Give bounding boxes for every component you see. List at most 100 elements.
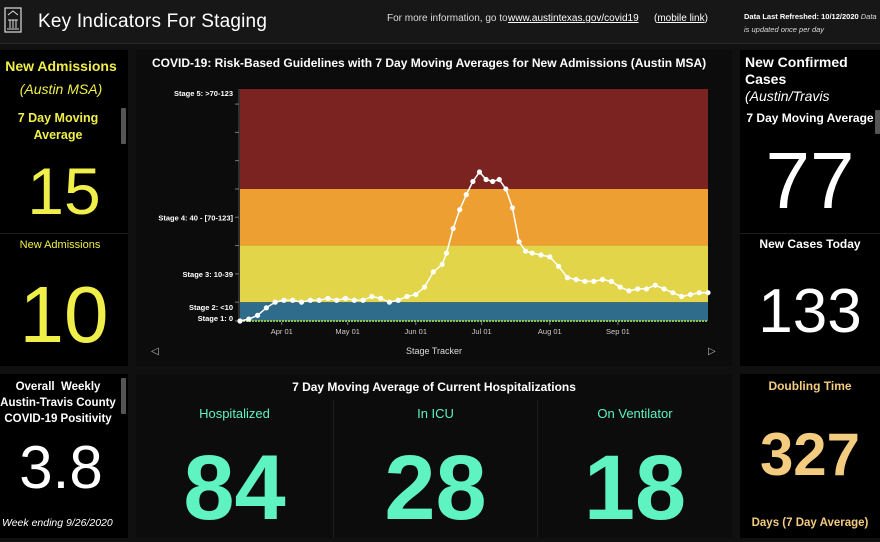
new-cases-title-2: Cases	[745, 71, 787, 87]
data-point	[404, 293, 410, 300]
mobile-link-open: (	[654, 13, 658, 24]
data-point	[509, 205, 516, 211]
chart-title: COVID-19: Risk-Based Guidelines with 7 D…	[152, 56, 707, 70]
covid19-info-link[interactable]: www.austintexas.gov/covid19	[508, 13, 639, 24]
stage-label: Stage 3: 10-39	[183, 270, 233, 279]
hospitalizations-title: 7 Day Moving Average of Current Hospital…	[292, 380, 576, 394]
moving-average-label-2: Average	[33, 128, 83, 142]
hospitalizations-panel: 7 Day Moving Average of Current Hospital…	[136, 374, 732, 538]
x-tick-label: May 01	[335, 327, 360, 336]
data-point	[457, 207, 463, 213]
positivity-scrollbar[interactable]	[121, 378, 126, 414]
data-point	[696, 290, 702, 296]
data-point	[661, 286, 667, 292]
data-point	[450, 225, 456, 232]
cases-scrollbar[interactable]	[875, 110, 880, 134]
data-point	[599, 276, 606, 283]
data-point	[687, 291, 694, 298]
data-point	[538, 252, 544, 258]
data-point	[582, 278, 588, 284]
moving-average-label-1: 7 Day Moving	[17, 111, 99, 125]
data-point	[564, 275, 570, 281]
data-point	[272, 299, 278, 305]
data-point	[334, 297, 340, 303]
stage-band-2	[240, 302, 708, 321]
new-cases-subtitle: (Austin/Travis	[745, 88, 830, 104]
data-point	[378, 295, 384, 301]
icu-label: In ICU	[417, 406, 454, 421]
mobile-link-label: mobile link	[657, 13, 705, 24]
x-tick-label: Jun 01	[405, 327, 428, 336]
stage-label: Stage 4: 40 - [70-123]	[158, 213, 233, 222]
data-point	[263, 305, 269, 311]
stage-tracker-label: Stage Tracker	[405, 346, 463, 356]
data-point	[608, 278, 614, 284]
data-point	[307, 297, 313, 303]
stage-band-3	[240, 245, 708, 303]
data-point	[316, 297, 322, 303]
data-point	[626, 288, 632, 294]
mobile-link-close: )	[704, 13, 708, 24]
data-point	[503, 186, 509, 192]
data-point	[443, 250, 450, 256]
panel-divider	[0, 233, 128, 234]
data-point	[342, 295, 349, 301]
data-point	[369, 293, 375, 300]
data-point	[643, 286, 650, 292]
app-title: Key Indicators For Staging	[38, 11, 268, 32]
data-point	[325, 295, 331, 301]
admissions-scrollbar[interactable]	[121, 108, 126, 144]
data-point	[470, 178, 476, 185]
data-point	[529, 250, 535, 256]
app-header: Key Indicators For Staging For more info…	[0, 0, 880, 44]
positivity-title-3: COVID-19 Positivity	[4, 413, 112, 425]
positivity-panel: Overall Weekly Austin-Travis County COVI…	[0, 374, 128, 538]
positivity-value: 3.8	[19, 434, 103, 501]
data-point	[430, 269, 436, 275]
stage-label: Stage 5: >70-123	[174, 89, 233, 98]
stage-tracker-chart-panel: COVID-19: Risk-Based Guidelines with 7 D…	[136, 50, 732, 366]
cases-moving-average-label: 7 Day Moving Average	[746, 111, 874, 125]
x-tick-label: Apr 01	[271, 327, 293, 336]
data-point	[617, 284, 623, 290]
ventilator-label: On Ventilator	[597, 406, 673, 421]
refresh-note: Data is updated once per day	[744, 12, 877, 34]
stage-band-4	[240, 188, 708, 246]
data-point	[281, 297, 287, 303]
data-point	[395, 297, 401, 303]
data-point	[237, 318, 243, 324]
data-point	[413, 291, 419, 298]
data-point	[679, 293, 685, 300]
refresh-label: Data Last Refreshed:	[744, 12, 820, 21]
new-cases-panel: New Confirmed Cases (Austin/Travis 7 Day…	[740, 50, 880, 366]
admissions-series-line	[239, 170, 708, 322]
data-point	[360, 297, 366, 303]
data-refresh-info: Data Last Refreshed: 10/12/2020 Data is …	[744, 10, 878, 36]
stage-label: Stage 2: <10	[189, 303, 233, 312]
data-point	[635, 286, 641, 292]
data-point	[351, 297, 357, 303]
mobile-link[interactable]: (mobile link)	[654, 13, 708, 24]
data-point	[516, 239, 522, 245]
stage-band-5	[240, 89, 708, 189]
data-point	[386, 299, 393, 305]
admissions-average-value: 15	[27, 154, 101, 228]
positivity-title-1: Overall Weekly	[15, 381, 101, 393]
new-admissions-subtitle: (Austin MSA)	[19, 81, 103, 97]
chevron-left-icon[interactable]: ◁	[151, 346, 159, 357]
new-admissions-today-label: New Admissions	[19, 239, 101, 251]
stage-label: Stage 1: 0	[198, 314, 233, 323]
data-point	[547, 254, 553, 260]
data-point	[298, 299, 305, 305]
panel-divider	[740, 233, 880, 234]
stage-tracker-chart: Stage 1: 0 Stage 2: <10 Stage 3: 10-39 Stag…	[158, 89, 711, 336]
data-point	[246, 316, 252, 322]
data-point	[523, 248, 529, 254]
icu-metric: In ICU 28	[334, 400, 538, 538]
cases-average-value: 77	[765, 136, 855, 225]
city-seal-logo	[4, 7, 22, 33]
data-point	[555, 263, 562, 269]
icu-value: 28	[384, 437, 487, 539]
ventilator-value: 18	[583, 437, 687, 539]
chevron-right-icon[interactable]: ▷	[708, 346, 716, 357]
